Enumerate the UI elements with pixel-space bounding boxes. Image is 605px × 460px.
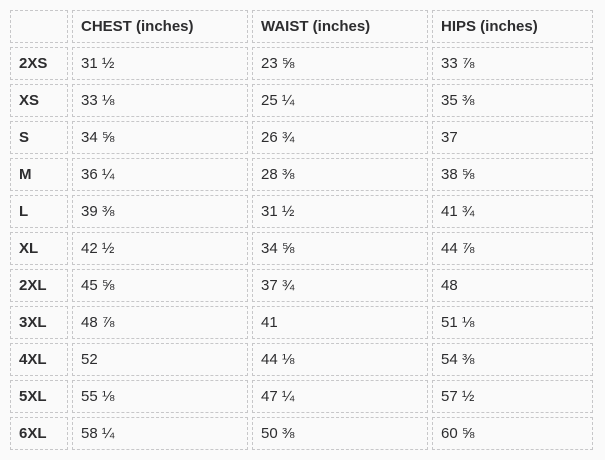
table-row: XS 33 ⅛ 25 ¼ 35 ⅜: [10, 84, 593, 117]
hips-value-cell: 33 ⅞: [432, 47, 593, 80]
size-column-header: [10, 10, 68, 43]
hips-value-cell: 57 ½: [432, 380, 593, 413]
hips-value-cell: 41 ¾: [432, 195, 593, 228]
hips-value-cell: 38 ⅝: [432, 158, 593, 191]
hips-value-cell: 35 ⅜: [432, 84, 593, 117]
size-label: 6XL: [10, 417, 68, 450]
chest-column-header: CHEST (inches): [72, 10, 248, 43]
hips-value-cell: 51 ⅛: [432, 306, 593, 339]
waist-value-cell: 28 ⅜: [252, 158, 428, 191]
table-row: M 36 ¼ 28 ⅜ 38 ⅝: [10, 158, 593, 191]
chest-value-cell: 33 ⅛: [72, 84, 248, 117]
waist-value-cell: 25 ¼: [252, 84, 428, 117]
chest-value-cell: 48 ⅞: [72, 306, 248, 339]
waist-value-cell: 31 ½: [252, 195, 428, 228]
header-row: CHEST (inches) WAIST (inches) HIPS (inch…: [10, 10, 593, 43]
size-chart-table: CHEST (inches) WAIST (inches) HIPS (inch…: [6, 6, 597, 454]
table-row: 2XL 45 ⅝ 37 ¾ 48: [10, 269, 593, 302]
size-label: 3XL: [10, 306, 68, 339]
size-label: XL: [10, 232, 68, 265]
waist-value-cell: 37 ¾: [252, 269, 428, 302]
table-row: XL 42 ½ 34 ⅝ 44 ⅞: [10, 232, 593, 265]
chest-value-cell: 55 ⅛: [72, 380, 248, 413]
waist-value-cell: 44 ⅛: [252, 343, 428, 376]
waist-value-cell: 50 ⅜: [252, 417, 428, 450]
hips-value-cell: 60 ⅝: [432, 417, 593, 450]
chest-value-cell: 36 ¼: [72, 158, 248, 191]
chest-value-cell: 45 ⅝: [72, 269, 248, 302]
chest-value-cell: 52: [72, 343, 248, 376]
chest-value-cell: 58 ¼: [72, 417, 248, 450]
size-label: M: [10, 158, 68, 191]
chest-value-cell: 34 ⅝: [72, 121, 248, 154]
table-row: 2XS 31 ½ 23 ⅝ 33 ⅞: [10, 47, 593, 80]
waist-value-cell: 26 ¾: [252, 121, 428, 154]
hips-value-cell: 48: [432, 269, 593, 302]
size-label: 4XL: [10, 343, 68, 376]
size-label: S: [10, 121, 68, 154]
chest-value-cell: 42 ½: [72, 232, 248, 265]
size-label: 5XL: [10, 380, 68, 413]
waist-value-cell: 23 ⅝: [252, 47, 428, 80]
size-label: 2XS: [10, 47, 68, 80]
hips-column-header: HIPS (inches): [432, 10, 593, 43]
table-row: L 39 ⅜ 31 ½ 41 ¾: [10, 195, 593, 228]
table-row: 6XL 58 ¼ 50 ⅜ 60 ⅝: [10, 417, 593, 450]
waist-value-cell: 47 ¼: [252, 380, 428, 413]
table-row: 4XL 52 44 ⅛ 54 ⅜: [10, 343, 593, 376]
table-row: 5XL 55 ⅛ 47 ¼ 57 ½: [10, 380, 593, 413]
table-row: 3XL 48 ⅞ 41 51 ⅛: [10, 306, 593, 339]
size-label: 2XL: [10, 269, 68, 302]
hips-value-cell: 44 ⅞: [432, 232, 593, 265]
chest-value-cell: 39 ⅜: [72, 195, 248, 228]
waist-column-header: WAIST (inches): [252, 10, 428, 43]
chest-value-cell: 31 ½: [72, 47, 248, 80]
hips-value-cell: 54 ⅜: [432, 343, 593, 376]
size-label: XS: [10, 84, 68, 117]
table-row: S 34 ⅝ 26 ¾ 37: [10, 121, 593, 154]
size-label: L: [10, 195, 68, 228]
hips-value-cell: 37: [432, 121, 593, 154]
waist-value-cell: 34 ⅝: [252, 232, 428, 265]
waist-value-cell: 41: [252, 306, 428, 339]
